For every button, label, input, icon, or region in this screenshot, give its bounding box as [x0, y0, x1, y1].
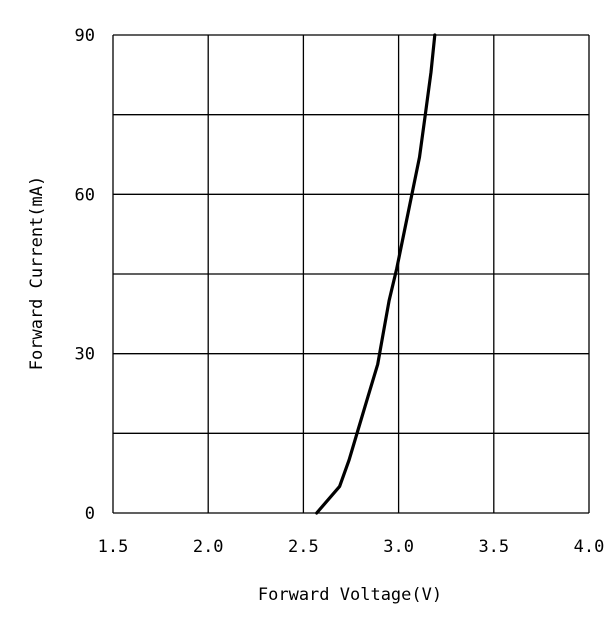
- x-tick-label: 2.5: [288, 537, 319, 557]
- x-axis-title: Forward Voltage(V): [258, 585, 442, 605]
- y-axis-title: Forward Current(mA): [27, 176, 47, 370]
- x-tick-label: 3.0: [383, 537, 414, 557]
- x-tick-label: 1.5: [98, 537, 129, 557]
- y-tick-label: 60: [75, 185, 95, 205]
- tick-labels: 1.5 2.0 2.5 3.0 3.5 4.0 0 30 60 90: [75, 26, 605, 557]
- grid: [112, 34, 590, 514]
- x-tick-label: 2.0: [193, 537, 224, 557]
- y-tick-label: 0: [85, 504, 95, 524]
- y-tick-label: 30: [75, 345, 95, 365]
- x-tick-label: 3.5: [478, 537, 509, 557]
- series-line: [315, 33, 437, 515]
- x-tick-label: 4.0: [574, 537, 605, 557]
- y-tick-label: 90: [75, 26, 95, 46]
- series-layer: [315, 33, 437, 515]
